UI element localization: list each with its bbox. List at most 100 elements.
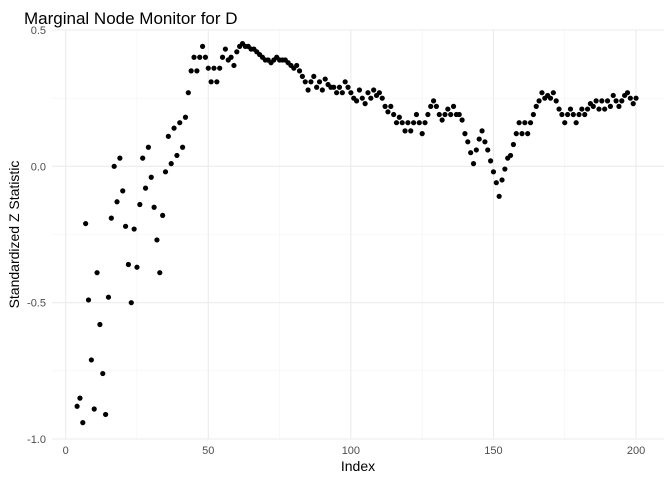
data-point bbox=[619, 98, 625, 104]
data-point bbox=[582, 111, 588, 118]
data-point bbox=[442, 111, 448, 118]
data-point bbox=[151, 204, 157, 210]
data-point bbox=[553, 98, 559, 104]
data-point bbox=[413, 111, 420, 118]
data-point bbox=[77, 395, 83, 401]
data-point bbox=[496, 193, 502, 199]
data-point bbox=[94, 270, 100, 276]
data-point bbox=[536, 98, 542, 104]
data-point bbox=[185, 90, 191, 96]
data-point bbox=[479, 128, 485, 134]
data-point bbox=[556, 106, 562, 112]
data-point bbox=[567, 106, 574, 112]
data-point bbox=[302, 79, 308, 85]
data-point bbox=[604, 98, 611, 104]
data-point bbox=[228, 54, 234, 60]
data-point bbox=[465, 139, 471, 145]
data-point bbox=[559, 111, 565, 118]
x-tick-label: 100 bbox=[342, 445, 360, 457]
data-point bbox=[633, 95, 639, 101]
y-tick-label: -0.5 bbox=[27, 298, 46, 310]
data-point bbox=[191, 54, 197, 60]
data-point bbox=[422, 120, 428, 126]
data-point bbox=[342, 79, 348, 85]
data-point bbox=[596, 106, 602, 112]
data-point bbox=[425, 111, 431, 118]
x-tick-label: 150 bbox=[484, 445, 502, 457]
data-point bbox=[305, 87, 311, 93]
data-point bbox=[590, 103, 596, 109]
y-tick-label: 0.5 bbox=[31, 25, 46, 37]
data-point bbox=[299, 73, 305, 79]
data-point bbox=[525, 131, 531, 137]
data-point bbox=[100, 370, 106, 377]
data-point bbox=[490, 169, 497, 175]
data-point bbox=[630, 101, 636, 107]
data-point bbox=[439, 117, 445, 123]
data-point bbox=[97, 321, 103, 328]
data-point bbox=[145, 144, 151, 150]
data-point bbox=[365, 90, 371, 96]
data-point bbox=[624, 90, 631, 96]
data-point bbox=[180, 144, 186, 150]
data-point bbox=[393, 120, 400, 126]
data-point bbox=[459, 117, 465, 123]
data-point bbox=[565, 111, 571, 118]
data-point bbox=[493, 180, 499, 186]
x-axis-label: Index bbox=[341, 458, 375, 474]
data-point bbox=[222, 46, 228, 52]
data-point bbox=[345, 84, 351, 90]
data-point bbox=[125, 261, 132, 268]
data-point bbox=[108, 215, 114, 221]
data-point bbox=[231, 62, 237, 69]
data-point bbox=[83, 220, 89, 227]
data-point bbox=[462, 131, 468, 137]
data-point bbox=[448, 111, 454, 118]
data-point bbox=[356, 87, 363, 93]
data-point bbox=[120, 188, 126, 194]
data-point bbox=[419, 131, 425, 137]
data-point bbox=[602, 106, 608, 112]
data-point bbox=[182, 114, 189, 120]
data-point bbox=[610, 92, 616, 99]
data-point bbox=[128, 300, 134, 306]
data-point bbox=[137, 201, 143, 208]
data-point bbox=[599, 98, 605, 104]
data-point bbox=[319, 87, 325, 93]
data-point bbox=[362, 101, 368, 107]
data-point bbox=[348, 90, 354, 96]
data-point bbox=[456, 111, 462, 118]
data-point bbox=[371, 87, 377, 93]
data-point bbox=[391, 111, 397, 118]
data-point bbox=[111, 163, 117, 169]
data-point bbox=[499, 177, 505, 183]
data-point bbox=[576, 111, 582, 118]
data-point bbox=[122, 223, 129, 229]
data-point bbox=[322, 76, 328, 82]
data-point bbox=[331, 84, 337, 90]
data-point bbox=[131, 226, 137, 232]
y-axis-label: Standardized Z Statistic bbox=[6, 161, 22, 309]
data-point bbox=[468, 150, 474, 156]
data-point bbox=[470, 161, 477, 167]
data-point bbox=[74, 403, 80, 409]
data-point bbox=[579, 106, 585, 112]
data-point bbox=[177, 120, 183, 126]
data-point bbox=[396, 114, 402, 120]
data-point bbox=[522, 120, 528, 126]
data-point bbox=[530, 111, 536, 118]
data-point bbox=[294, 62, 300, 69]
data-point bbox=[519, 131, 525, 137]
data-point bbox=[376, 90, 382, 96]
data-point bbox=[385, 109, 391, 115]
data-point bbox=[430, 98, 437, 104]
x-axis-ticks: 0 50 100 150 200 bbox=[63, 445, 646, 457]
data-point bbox=[202, 54, 209, 60]
data-point bbox=[570, 111, 576, 118]
data-point bbox=[616, 103, 622, 109]
data-point bbox=[197, 54, 203, 60]
data-point bbox=[562, 120, 568, 126]
x-tick-label: 200 bbox=[627, 445, 645, 457]
